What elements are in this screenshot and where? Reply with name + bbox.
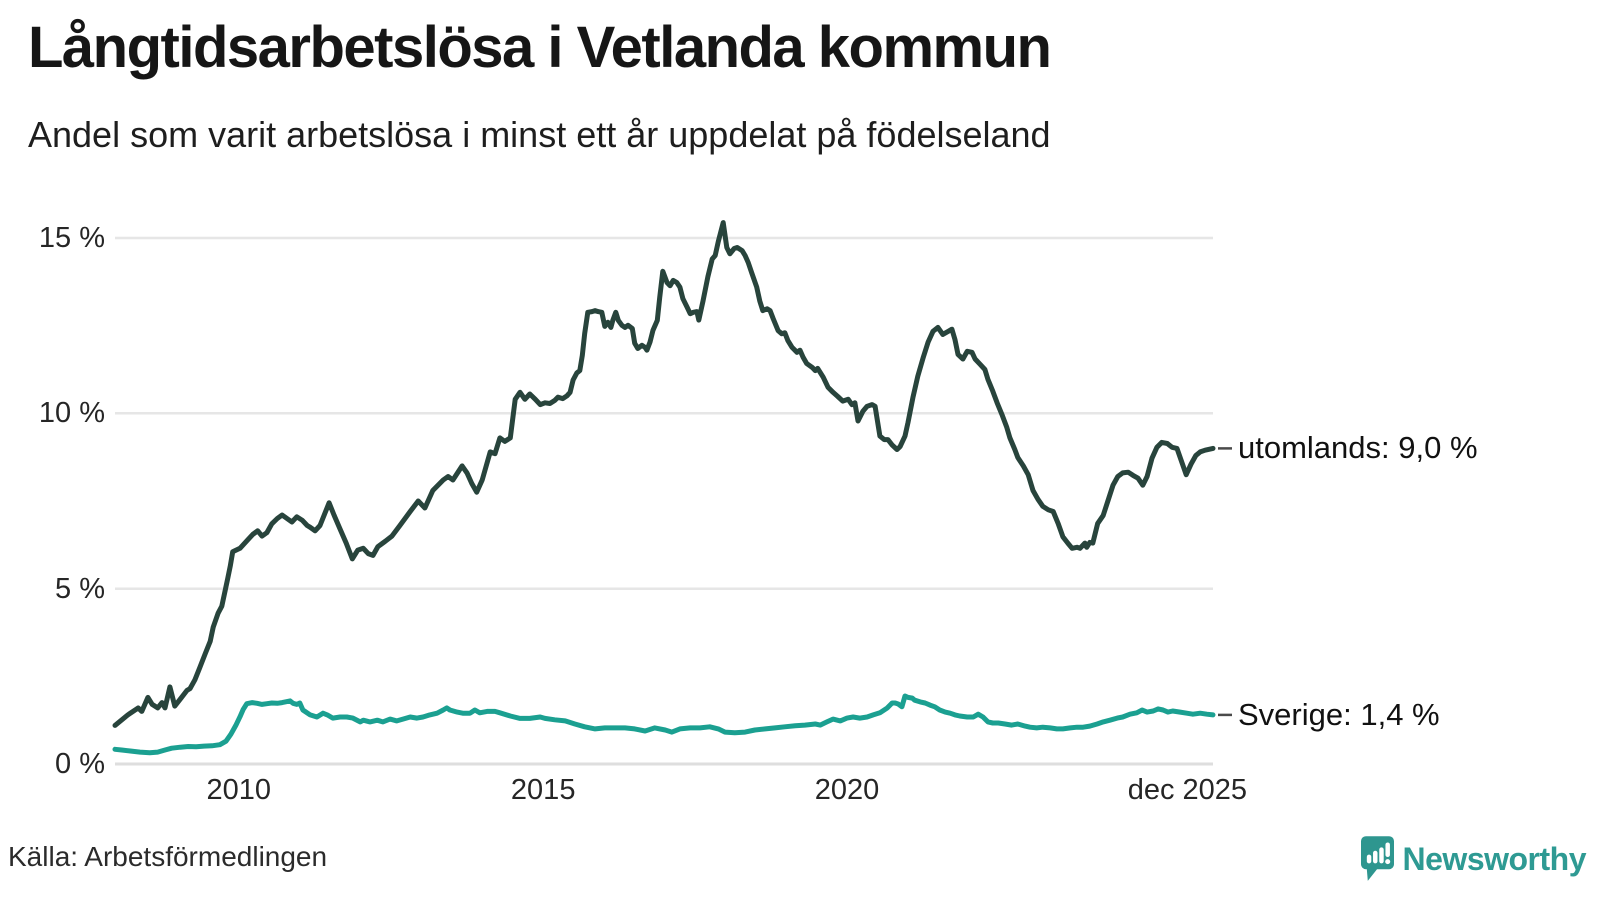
series-label-sverige: Sverige: 1,4 % — [1238, 696, 1440, 732]
newsworthy-logo-icon — [1360, 836, 1394, 882]
y-axis-tick-5: 5 % — [55, 572, 105, 605]
series-line-sverige — [112, 693, 1216, 756]
x-axis-tick-2015: 2015 — [510, 774, 576, 806]
y-axis-tick-15: 15 % — [38, 222, 105, 254]
x-axis-tick-2010: 2010 — [206, 774, 272, 806]
page-title: Långtidsarbetslösa i Vetlanda kommun — [28, 15, 1052, 80]
newsworthy-brand: Newsworthy — [1360, 836, 1587, 882]
series-line-utomlands — [112, 220, 1216, 728]
x-axis-tick-dec-2025: dec 2025 — [1127, 774, 1248, 806]
y-axis-tick-10: 10 % — [38, 397, 105, 430]
x-axis-tick-2020: 2020 — [814, 774, 880, 806]
y-axis-tick-0: 0 % — [55, 748, 105, 780]
newsworthy-wordmark: Newsworthy — [1402, 840, 1587, 877]
series-label-utomlands: utomlands: 9,0 % — [1238, 430, 1478, 466]
page-subtitle: Andel som varit arbetslösa i minst ett å… — [28, 114, 1051, 155]
source-note: Källa: Arbetsförmedlingen — [8, 841, 328, 872]
